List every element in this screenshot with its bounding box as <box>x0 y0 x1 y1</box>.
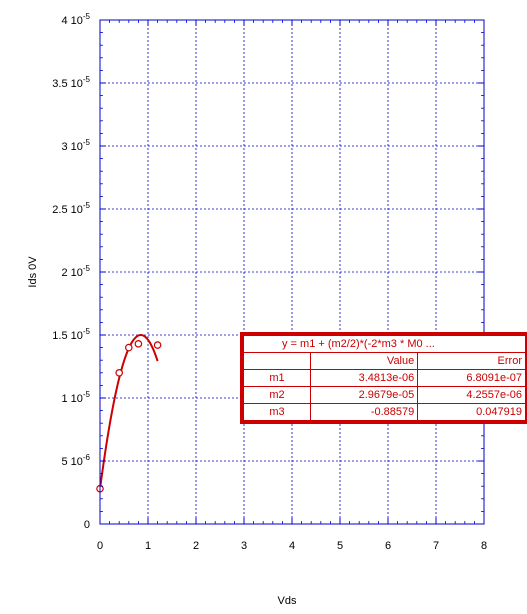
x-axis-label: Vds <box>278 595 297 607</box>
y-tick-label: 4 10-5 <box>61 12 90 27</box>
fit-equation: y = m1 + (m2/2)*(-2*m3 * M0 ... <box>244 336 525 353</box>
fit-header-error: Error <box>417 353 525 370</box>
param-name: m3 <box>244 403 311 420</box>
y-tick-label: 2.5 10-5 <box>52 201 90 216</box>
fit-row-m2: m2 2.9679e-05 4.2557e-06 <box>244 386 525 404</box>
param-name: m2 <box>244 386 311 404</box>
fit-table-header: Value Error <box>244 353 525 370</box>
fit-header-value: Value <box>309 353 419 370</box>
x-tick-label: 8 <box>481 540 487 552</box>
x-tick-label: 0 <box>97 540 103 552</box>
param-error: 4.2557e-06 <box>417 386 525 404</box>
x-tick-label: 4 <box>289 540 295 552</box>
data-point <box>115 368 124 377</box>
y-tick-label: 3 10-5 <box>61 138 90 153</box>
param-error: 6.8091e-07 <box>417 369 525 387</box>
x-tick-label: 2 <box>193 540 199 552</box>
fit-row-m1: m1 3.4813e-06 6.8091e-07 <box>244 369 525 387</box>
param-error: 0.047919 <box>417 403 525 420</box>
x-tick-label: 1 <box>145 540 151 552</box>
y-tick-label: 0 <box>84 519 90 531</box>
x-tick-label: 5 <box>337 540 343 552</box>
param-name: m1 <box>244 369 311 387</box>
param-value: 3.4813e-06 <box>309 369 419 387</box>
fit-header-blank <box>244 353 311 370</box>
data-point <box>125 343 133 352</box>
fit-results-box: y = m1 + (m2/2)*(-2*m3 * M0 ... Value Er… <box>240 332 527 424</box>
fit-parameter-table: Value Error m1 3.4813e-06 6.8091e-07 m2 … <box>244 353 525 420</box>
data-point <box>134 340 143 348</box>
param-value: 2.9679e-05 <box>309 386 419 404</box>
y-tick-label: 1.5 10-5 <box>52 327 90 342</box>
x-tick-label: 7 <box>433 540 439 552</box>
param-value: -0.88579 <box>309 403 419 420</box>
x-tick-label: 3 <box>241 540 247 552</box>
y-tick-label: 1 10-5 <box>61 390 90 405</box>
y-axis-label: Ids 0V <box>27 256 39 288</box>
y-tick-label: 5 10-6 <box>61 453 90 468</box>
fit-curve <box>99 334 159 490</box>
y-tick-label: 2 10-5 <box>61 264 90 279</box>
x-tick-label: 6 <box>385 540 391 552</box>
y-tick-label: 3.5 10-5 <box>52 75 90 90</box>
data-point <box>153 341 162 349</box>
fit-row-m3: m3 -0.88579 0.047919 <box>244 403 525 420</box>
